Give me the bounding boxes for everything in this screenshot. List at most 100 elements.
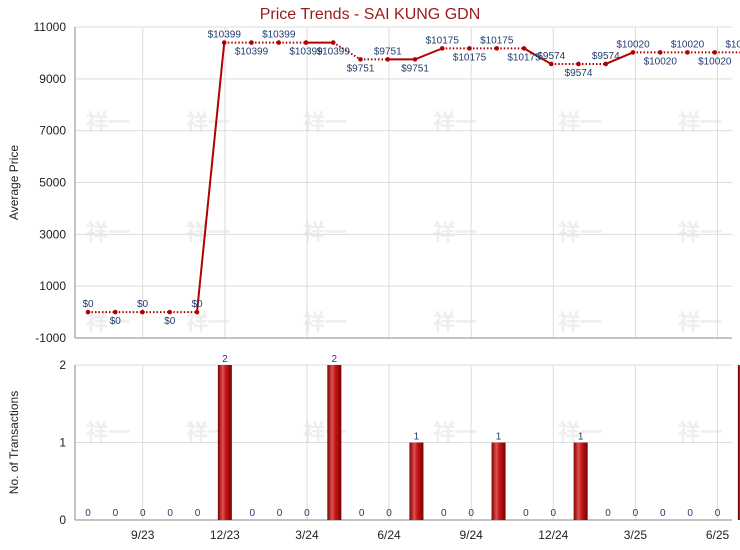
price-point (140, 309, 145, 315)
watermark: 祥一 (86, 420, 130, 446)
watermark: 祥一 (678, 310, 722, 336)
watermark: 祥一 (558, 310, 602, 336)
transaction-count-label: 2 (332, 354, 338, 365)
transaction-count-label: 0 (660, 508, 666, 519)
transaction-count-label: 0 (195, 508, 201, 519)
y-tick-label: 2 (59, 358, 66, 372)
watermark: 祥一 (433, 310, 477, 336)
price-point (685, 50, 690, 55)
y-axis-label: No. of Transactions (7, 391, 21, 494)
price-point-label: $10175 (507, 52, 541, 63)
x-tick-label: 12/23 (210, 528, 240, 542)
price-point (412, 57, 418, 62)
price-line-segment (523, 47, 552, 65)
y-tick-label: 1000 (39, 279, 66, 293)
y-tick-label: 3000 (39, 227, 66, 241)
price-point-label: $9574 (592, 51, 620, 62)
price-point-label: $10020 (725, 39, 740, 50)
price-point (358, 57, 363, 62)
transaction-count-label: 0 (249, 508, 255, 519)
price-point (167, 309, 173, 315)
transaction-bar (491, 442, 506, 520)
price-point (85, 309, 91, 315)
transaction-count-label: 1 (578, 432, 584, 443)
watermark: 祥一 (186, 310, 230, 336)
transaction-count-label: 0 (304, 508, 310, 519)
transaction-count-label: 0 (167, 508, 173, 519)
price-point-label: $10175 (426, 35, 460, 46)
transaction-count-label: 0 (277, 508, 283, 519)
watermark: 祥一 (86, 310, 130, 336)
x-tick-label: 3/24 (295, 528, 319, 542)
price-point (439, 46, 445, 51)
price-point (303, 40, 309, 45)
transaction-count-label: 0 (715, 508, 721, 519)
price-point (467, 46, 472, 51)
x-tick-label: 12/24 (538, 528, 568, 542)
watermark: 祥一 (558, 110, 602, 136)
price-point-label: $10175 (453, 52, 487, 63)
watermark: 祥一 (86, 110, 130, 136)
price-point-label: $9574 (537, 51, 565, 62)
price-point (385, 57, 391, 62)
y-tick-label: 11000 (34, 20, 67, 34)
transaction-count-label: 0 (687, 508, 693, 519)
price-point (494, 46, 500, 51)
price-point (521, 46, 527, 51)
watermark: 祥一 (433, 220, 477, 246)
price-point-label: $10020 (616, 39, 650, 50)
price-point (548, 61, 554, 67)
transaction-bar (327, 365, 342, 520)
price-point-label: $10399 (235, 47, 269, 58)
price-point (221, 40, 227, 45)
watermark: 祥一 (678, 220, 722, 246)
watermark: 祥一 (303, 110, 347, 136)
price-point (576, 61, 581, 67)
watermark: 祥一 (303, 310, 347, 336)
y-tick-label: 9000 (39, 72, 66, 86)
watermark: 祥一 (678, 420, 722, 446)
price-point (112, 309, 118, 315)
price-point-label: $10175 (480, 35, 514, 46)
price-point-label: $0 (82, 299, 94, 310)
price-point (657, 50, 663, 55)
y-tick-label: 5000 (39, 176, 66, 190)
price-point-label: $0 (137, 299, 149, 310)
watermark: 祥一 (86, 220, 130, 246)
price-line-segment (605, 51, 634, 65)
transaction-count-label: 2 (222, 354, 228, 365)
transaction-bar (573, 442, 588, 520)
watermark: 祥一 (558, 420, 602, 446)
price-point-label: $10399 (208, 30, 242, 41)
transaction-count-label: 0 (523, 508, 529, 519)
transaction-bar (217, 365, 232, 520)
transaction-count-label: 0 (633, 508, 639, 519)
price-point-label: $9751 (374, 46, 402, 57)
transaction-count-label: 0 (441, 508, 447, 519)
transaction-count-label: 0 (85, 508, 91, 519)
transaction-count-label: 0 (386, 508, 392, 519)
price-point (249, 40, 254, 45)
price-point (330, 40, 336, 45)
price-point-label: $10020 (698, 56, 732, 67)
price-point (194, 309, 200, 315)
y-tick-label: 1 (59, 436, 66, 450)
price-point-label: $9751 (347, 63, 375, 74)
transaction-count-label: 0 (140, 508, 146, 519)
price-point-label: $0 (164, 316, 176, 327)
transaction-count-label: 1 (496, 432, 502, 443)
watermark: 祥一 (678, 110, 722, 136)
price-point-label: $0 (191, 299, 203, 310)
price-point (603, 61, 609, 67)
price-line-segment (414, 47, 443, 61)
price-point-label: $10020 (644, 56, 678, 67)
watermark: 祥一 (433, 110, 477, 136)
price-point-label: $0 (110, 316, 122, 327)
price-point (630, 50, 636, 55)
price-point-label: $9574 (565, 68, 593, 79)
y-tick-label: 7000 (39, 124, 66, 138)
watermark: 祥一 (558, 220, 602, 246)
transaction-count-label: 0 (551, 508, 557, 519)
price-point-label: $10020 (671, 39, 705, 50)
